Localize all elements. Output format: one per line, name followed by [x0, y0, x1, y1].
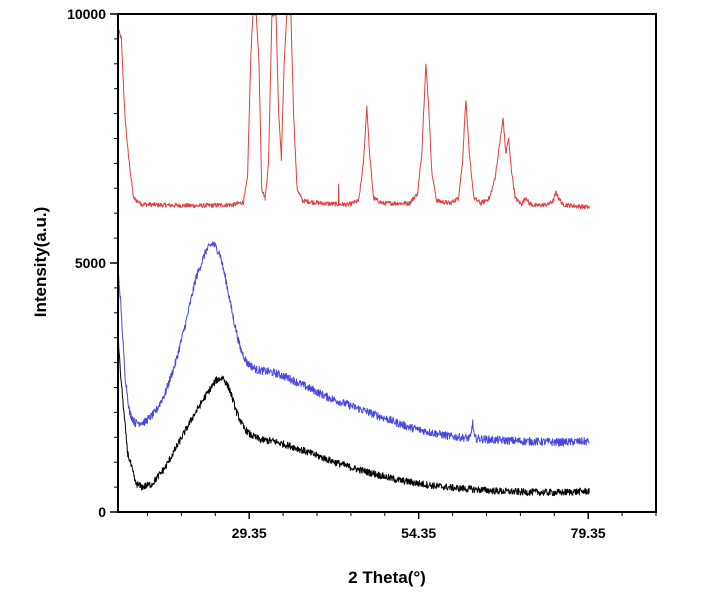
series-line-red — [117, 13, 590, 210]
tick-layer — [110, 13, 657, 519]
y-tick-label: 0 — [98, 504, 106, 520]
plot-frame — [117, 13, 657, 513]
series-line-black — [117, 329, 590, 497]
y-axis-title: Intensity(a.u.) — [31, 207, 50, 318]
series-line-blue — [117, 241, 590, 447]
x-tick-label: 79.35 — [571, 525, 606, 541]
y-tick-label: 10000 — [67, 6, 106, 22]
y-tick-label: 5000 — [75, 255, 106, 271]
x-tick-label: 54.35 — [401, 525, 436, 541]
x-axis-title: 2 Theta(°) — [348, 568, 426, 587]
series-layer — [117, 13, 590, 497]
x-tick-label: 29.35 — [232, 525, 267, 541]
label-layer: 29.35 54.35 79.35 0 5000 10000 — [67, 6, 606, 541]
